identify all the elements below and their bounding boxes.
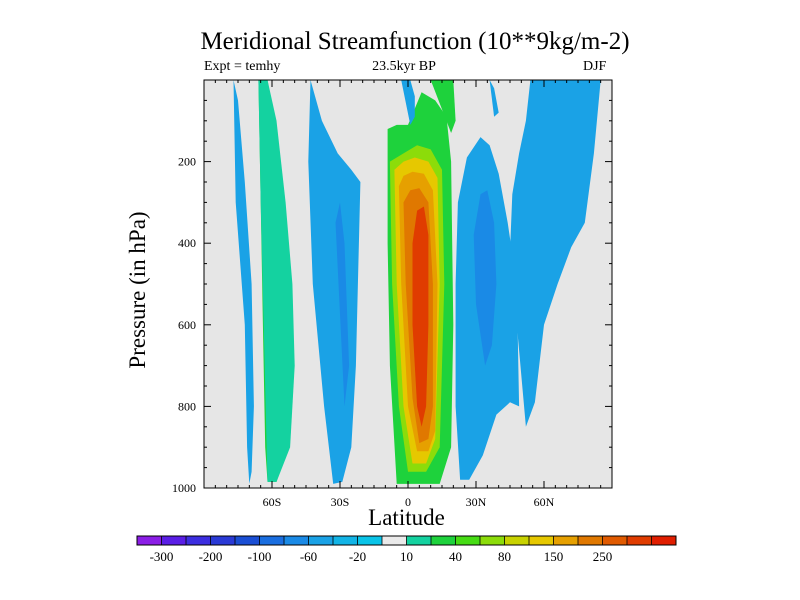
colorbar-swatch bbox=[529, 536, 554, 545]
colorbar-swatch bbox=[651, 536, 677, 545]
colorbar-swatch bbox=[137, 536, 162, 545]
colorbar-frame bbox=[136, 535, 677, 546]
colorbar-label: 40 bbox=[449, 549, 462, 564]
cell-ferrel-negative-strong bbox=[335, 202, 350, 407]
x-tick-label: 60N bbox=[534, 495, 555, 509]
colorbar-swatch bbox=[602, 536, 628, 545]
colorbar-swatch bbox=[382, 536, 407, 545]
colorbar-swatch bbox=[333, 536, 358, 545]
experiment-label: Expt = temhy bbox=[204, 59, 281, 74]
cell-sh-polar-negative bbox=[233, 80, 254, 484]
colorbar-label: -60 bbox=[300, 549, 317, 564]
colorbar-swatch bbox=[161, 536, 187, 545]
x-tick-label: 30S bbox=[331, 495, 350, 509]
colorbar-swatch bbox=[431, 536, 456, 545]
axes: 60S 30S 0 30N 60N 200 400 600 800 1000 bbox=[172, 79, 613, 509]
x-tick-label: 30N bbox=[466, 495, 487, 509]
colorbar-label: -300 bbox=[150, 549, 174, 564]
y-tick-label: 600 bbox=[178, 318, 196, 332]
colorbar-swatch bbox=[259, 536, 285, 545]
colorbar-swatch bbox=[235, 536, 260, 545]
cell-hadley-core bbox=[412, 206, 429, 427]
y-tick-label: 200 bbox=[178, 155, 196, 169]
colorbar-swatch bbox=[357, 536, 383, 545]
colorbar-swatch bbox=[578, 536, 603, 545]
colorbar-swatch bbox=[210, 536, 236, 545]
colorbar: -300 -200 -100 -60 -20 10 40 80 150 250 bbox=[136, 535, 677, 564]
colorbar-label: 150 bbox=[544, 549, 564, 564]
colorbar-swatch bbox=[553, 536, 579, 545]
cell-eq-upper-negative bbox=[401, 80, 415, 125]
y-tick-label: 800 bbox=[178, 399, 196, 413]
x-tick-label: 0 bbox=[405, 495, 411, 509]
y-tick-label: 1000 bbox=[172, 481, 196, 495]
y-tick-label: 400 bbox=[178, 236, 196, 250]
colorbar-label: -200 bbox=[199, 549, 223, 564]
cell-ferrel-negative bbox=[308, 80, 361, 484]
cell-nh-upper-negative bbox=[489, 80, 499, 117]
contour-regions bbox=[233, 80, 601, 484]
cell-sh-positive-edge bbox=[258, 80, 295, 482]
colorbar-label: 80 bbox=[498, 549, 511, 564]
colorbar-label: 10 bbox=[400, 549, 413, 564]
cell-nh-polar-negative bbox=[510, 80, 601, 427]
colorbar-swatch bbox=[186, 536, 211, 545]
cell-nh-ferrel-negative-strong bbox=[473, 190, 497, 366]
colorbar-label: -20 bbox=[349, 549, 366, 564]
colorbar-label: -100 bbox=[248, 549, 272, 564]
colorbar-swatch bbox=[308, 536, 334, 545]
period-label: 23.5kyr BP bbox=[372, 59, 436, 74]
colorbar-swatch bbox=[627, 536, 652, 545]
colorbar-label: 250 bbox=[593, 549, 613, 564]
x-axis-label: Latitude bbox=[368, 505, 445, 530]
season-label: DJF bbox=[583, 59, 607, 74]
cell-eq-upper-positive bbox=[430, 80, 456, 133]
colorbar-swatch bbox=[504, 536, 530, 545]
colorbar-swatch bbox=[406, 536, 432, 545]
chart-title: Meridional Streamfunction (10**9kg/m-2) bbox=[200, 28, 630, 55]
x-tick-label: 60S bbox=[263, 495, 282, 509]
colorbar-swatch bbox=[284, 536, 309, 545]
colorbar-swatch bbox=[480, 536, 505, 545]
colorbar-swatch bbox=[455, 536, 481, 545]
